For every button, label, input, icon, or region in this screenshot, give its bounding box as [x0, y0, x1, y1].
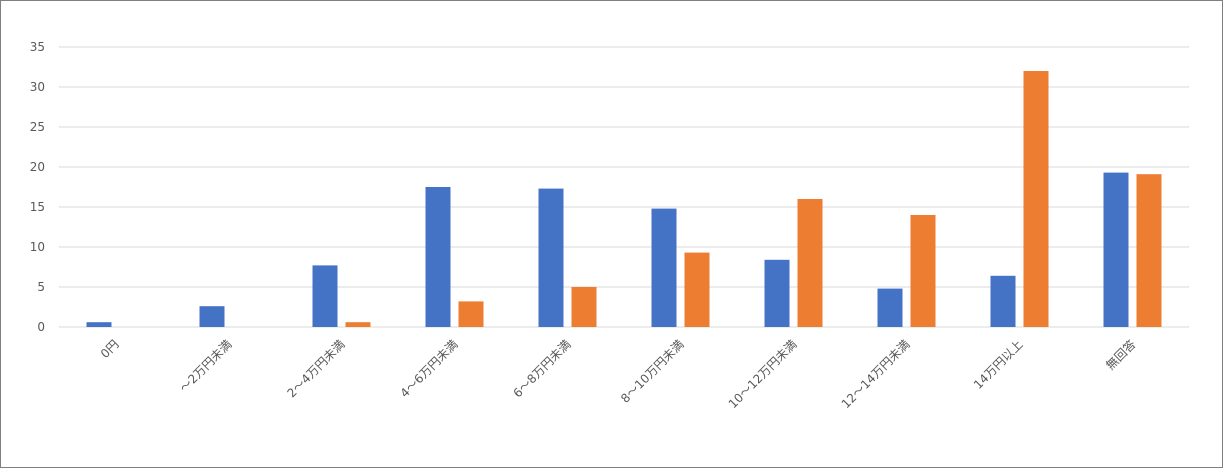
y-tick-label: 35	[30, 40, 45, 54]
x-tick-label: 2～4万円未満	[284, 337, 347, 400]
y-tick-label: 20	[30, 160, 45, 174]
bar-series1-3	[425, 187, 451, 327]
y-tick-label: 15	[30, 200, 45, 214]
bar-series2-4	[571, 287, 597, 327]
y-tick-label: 30	[30, 80, 45, 94]
bar-series2-8	[1023, 71, 1049, 327]
bar-series1-4	[538, 188, 564, 327]
bar-series1-0	[86, 322, 112, 327]
x-tick-label: 8～10万円未満	[618, 337, 687, 406]
x-tick-label: 4～6万円未満	[397, 337, 460, 400]
y-tick-label: 10	[30, 240, 45, 254]
bar-series1-6	[764, 259, 790, 327]
x-tick-label: 10～12万円未満	[726, 337, 800, 411]
bar-series1-1	[199, 306, 225, 327]
x-tick-label: 12～14万円未満	[839, 337, 913, 411]
bar-series2-5	[684, 252, 710, 327]
bar-series1-2	[312, 265, 338, 327]
bar-series1-7	[877, 288, 903, 327]
x-tick-label: 0円	[98, 337, 122, 361]
bar-series2-3	[458, 301, 484, 327]
bar-series2-9	[1136, 174, 1162, 327]
x-tick-label: ～2万円未満	[177, 337, 235, 395]
y-tick-label: 0	[37, 320, 45, 334]
x-tick-label: 14万円以上	[971, 337, 1026, 392]
x-tick-label: 無回答	[1103, 337, 1139, 373]
bar-series2-2	[345, 322, 371, 327]
bar-series2-6	[797, 199, 823, 327]
bar-series1-8	[990, 275, 1016, 327]
x-tick-label: 6～8万円未満	[510, 337, 573, 400]
y-tick-label: 25	[30, 120, 45, 134]
bar-series2-7	[910, 215, 936, 327]
y-tick-label: 5	[37, 280, 45, 294]
bar-series1-9	[1103, 172, 1129, 327]
bar-series1-5	[651, 208, 677, 327]
